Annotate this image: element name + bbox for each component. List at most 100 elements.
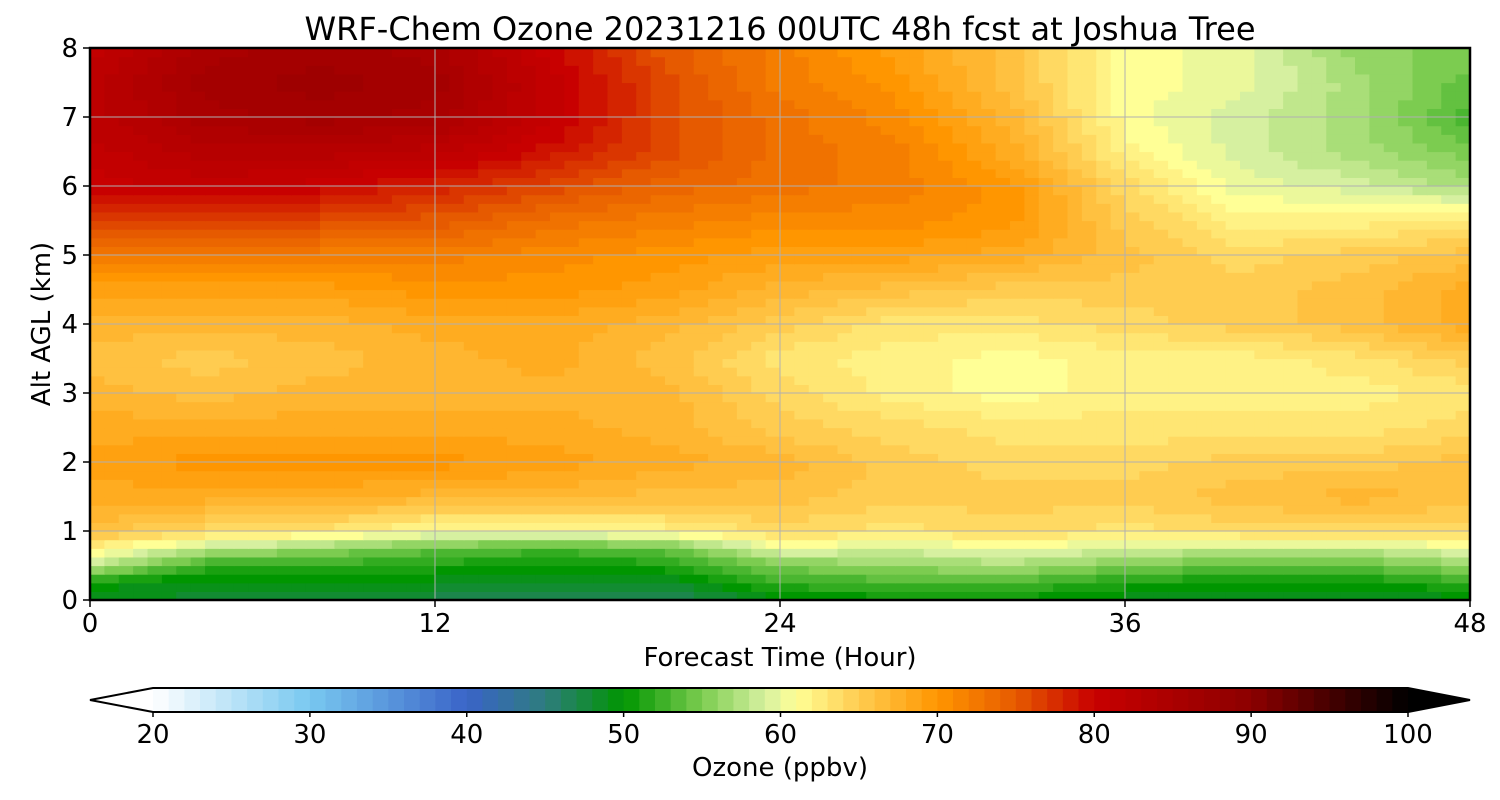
heatmap-cell	[1383, 168, 1399, 178]
heatmap-cell	[506, 298, 522, 308]
heatmap-cell	[1383, 453, 1399, 463]
heatmap-cell	[348, 272, 364, 282]
heatmap-cell	[435, 211, 450, 222]
heatmap-cell	[679, 453, 695, 463]
heatmap-cell	[190, 591, 206, 601]
heatmap-cell	[966, 203, 982, 213]
heatmap-cell	[1369, 418, 1385, 429]
heatmap-cell	[521, 324, 537, 334]
heatmap-cell	[1081, 462, 1097, 472]
heatmap-cell	[176, 453, 192, 463]
heatmap-cell	[938, 582, 954, 592]
heatmap-cell	[1081, 531, 1097, 541]
heatmap-cell	[923, 349, 939, 360]
heatmap-cell	[981, 410, 997, 420]
heatmap-cell	[981, 177, 997, 187]
heatmap-cell	[291, 237, 307, 247]
heatmap-cell	[794, 332, 810, 342]
heatmap-cell	[1398, 436, 1414, 446]
heatmap-cell	[607, 462, 623, 472]
heatmap-cell	[736, 263, 752, 273]
heatmap-cell	[147, 367, 163, 377]
heatmap-cell	[708, 470, 724, 480]
heatmap-cell	[1369, 410, 1385, 420]
heatmap-cell	[794, 556, 810, 567]
heatmap-cell	[1268, 324, 1284, 334]
heatmap-cell	[851, 496, 867, 506]
heatmap-cell	[104, 444, 120, 454]
heatmap-cell	[679, 341, 695, 351]
heatmap-cell	[923, 496, 939, 506]
heatmap-cell	[535, 151, 551, 161]
heatmap-cell	[1283, 255, 1299, 265]
heatmap-cell	[535, 298, 551, 308]
heatmap-cell	[334, 246, 350, 256]
heatmap-cell	[521, 186, 537, 196]
heatmap-cell	[377, 229, 393, 239]
heatmap-cell	[1110, 177, 1126, 187]
heatmap-cell	[1426, 306, 1442, 316]
heatmap-cell	[291, 487, 307, 498]
heatmap-cell	[334, 289, 350, 299]
heatmap-cell	[118, 522, 134, 532]
heatmap-cell	[1081, 565, 1097, 575]
heatmap-cell	[708, 237, 724, 247]
heatmap-cell	[377, 487, 393, 498]
heatmap-cell	[90, 315, 105, 325]
heatmap-cell	[190, 427, 206, 437]
heatmap-cell	[377, 280, 393, 291]
heatmap-cell	[866, 427, 882, 437]
heatmap-cell	[938, 255, 954, 265]
heatmap-cell	[564, 272, 580, 282]
heatmap-cell	[593, 160, 609, 170]
heatmap-cell	[938, 358, 954, 368]
heatmap-cell	[895, 522, 910, 532]
heatmap-cell	[923, 272, 939, 282]
heatmap-cell	[1311, 522, 1327, 532]
heatmap-cell	[449, 496, 465, 506]
heatmap-cell	[478, 220, 494, 230]
heatmap-cell	[923, 418, 939, 429]
heatmap-cell	[391, 436, 407, 446]
heatmap-cell	[851, 393, 867, 403]
heatmap-cell	[808, 479, 824, 489]
heatmap-cell	[995, 410, 1011, 420]
heatmap-cell	[1225, 375, 1241, 385]
heatmap-cell	[1110, 470, 1126, 480]
heatmap-cell	[693, 470, 709, 480]
heatmap-cell	[1254, 505, 1270, 515]
heatmap-cell	[248, 168, 264, 178]
heatmap-cell	[391, 556, 407, 567]
heatmap-cell	[1455, 315, 1471, 325]
heatmap-cell	[90, 505, 105, 515]
heatmap-cell	[981, 375, 997, 385]
heatmap-cell	[650, 436, 666, 446]
heatmap-cell	[1153, 591, 1169, 601]
heatmap-cell	[1283, 410, 1299, 420]
heatmap-cell	[1311, 220, 1327, 230]
heatmap-cell	[1139, 556, 1155, 567]
heatmap-cell	[550, 367, 565, 377]
heatmap-cell	[823, 453, 839, 463]
heatmap-cell	[1240, 229, 1255, 239]
heatmap-cell	[1426, 341, 1442, 351]
heatmap-cell	[1024, 255, 1040, 265]
heatmap-cell	[291, 453, 307, 463]
heatmap-cell	[578, 151, 594, 161]
heatmap-cell	[952, 410, 968, 420]
heatmap-cell	[320, 487, 335, 498]
heatmap-cell	[506, 548, 522, 558]
heatmap-cell	[765, 548, 781, 558]
heatmap-cell	[578, 272, 594, 282]
heatmap-cell	[521, 539, 537, 549]
heatmap-cell	[1110, 479, 1126, 489]
heatmap-cell	[995, 246, 1011, 256]
heatmap-cell	[521, 272, 537, 282]
heatmap-cell	[794, 479, 810, 489]
heatmap-cell	[420, 349, 436, 360]
heatmap-cell	[1326, 453, 1342, 463]
heatmap-cell	[161, 418, 177, 429]
heatmap-cell	[1024, 375, 1040, 385]
heatmap-cell	[808, 436, 824, 446]
heatmap-cell	[90, 289, 105, 299]
